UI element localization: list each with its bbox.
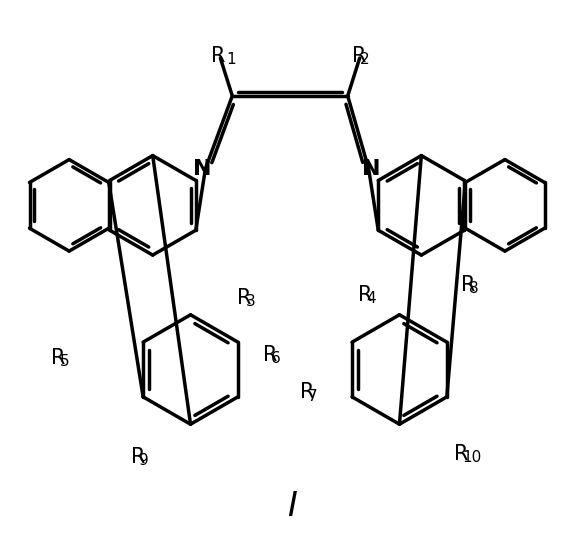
Text: 6: 6 xyxy=(271,351,281,366)
Text: 3: 3 xyxy=(246,294,255,309)
Text: R: R xyxy=(357,285,372,305)
Text: R: R xyxy=(131,447,145,467)
Text: R: R xyxy=(263,345,277,365)
Text: R: R xyxy=(461,275,476,295)
Text: 5: 5 xyxy=(60,354,69,369)
Text: 8: 8 xyxy=(469,281,479,296)
Text: R: R xyxy=(300,382,314,402)
Text: 9: 9 xyxy=(139,453,149,468)
Text: R: R xyxy=(352,46,366,66)
Text: R: R xyxy=(454,444,469,464)
Text: N: N xyxy=(362,158,381,179)
Text: R: R xyxy=(238,288,252,308)
Text: 2: 2 xyxy=(360,52,370,67)
Text: 1: 1 xyxy=(226,52,236,67)
Text: R: R xyxy=(211,46,226,66)
Text: R: R xyxy=(51,348,66,367)
Text: 7: 7 xyxy=(308,389,318,403)
Text: 4: 4 xyxy=(366,291,376,306)
Text: 10: 10 xyxy=(462,450,481,465)
Text: N: N xyxy=(193,158,212,179)
Text: I: I xyxy=(287,490,297,523)
